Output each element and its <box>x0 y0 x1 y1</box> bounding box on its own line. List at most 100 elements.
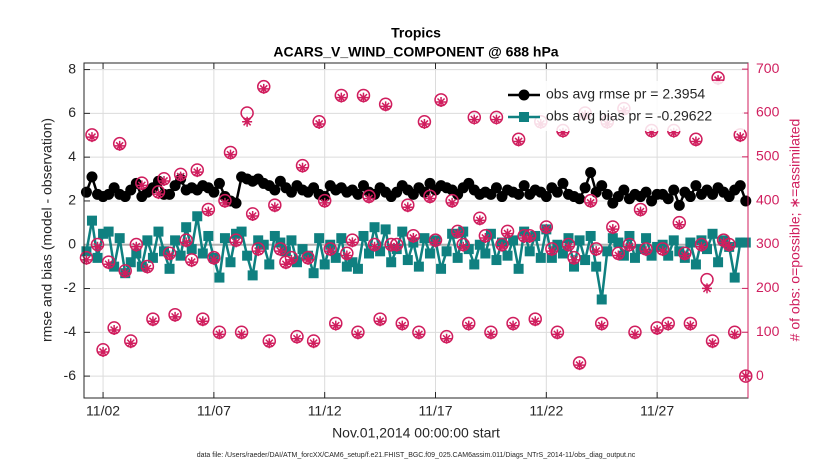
point <box>663 250 674 261</box>
point <box>640 186 652 198</box>
point <box>652 325 663 336</box>
point <box>386 257 397 268</box>
point <box>491 114 502 125</box>
point <box>668 127 679 138</box>
x-tick-label: 11/27 <box>640 403 674 419</box>
y-tick-label: -4 <box>64 323 77 339</box>
point <box>441 333 452 344</box>
point <box>341 261 352 272</box>
point <box>574 193 586 205</box>
point <box>690 136 701 147</box>
point <box>657 239 668 250</box>
point <box>297 162 308 173</box>
point <box>347 237 358 248</box>
point <box>258 239 269 250</box>
point <box>419 118 430 129</box>
point <box>308 338 319 349</box>
point <box>518 180 530 192</box>
point <box>480 248 491 259</box>
y-tick-label: -2 <box>64 279 77 295</box>
point <box>86 215 97 226</box>
y-tick-label: 4 <box>68 148 76 164</box>
point <box>231 237 242 248</box>
point <box>740 237 751 248</box>
point <box>508 320 519 331</box>
point <box>120 268 131 279</box>
point <box>358 92 369 103</box>
point <box>596 180 608 192</box>
x-tick-label: 11/07 <box>197 403 231 419</box>
point <box>552 239 563 250</box>
point <box>214 329 225 340</box>
point <box>380 224 391 235</box>
point <box>602 246 613 257</box>
point <box>613 237 624 248</box>
point <box>552 329 563 340</box>
point <box>541 224 552 235</box>
point <box>352 188 364 200</box>
point <box>358 230 369 241</box>
point <box>430 237 441 248</box>
chart-subtitle: ACARS_V_WIND_COMPONENT @ 688 hPa <box>273 44 558 60</box>
y2-tick-label: 700 <box>756 60 780 76</box>
point <box>386 241 397 252</box>
point <box>291 333 302 344</box>
point <box>336 92 347 103</box>
point <box>490 182 502 194</box>
point <box>524 246 535 257</box>
point <box>713 75 724 86</box>
point <box>253 246 264 257</box>
point <box>569 254 580 265</box>
point <box>280 259 291 270</box>
point <box>690 259 701 270</box>
point <box>424 193 435 204</box>
point <box>131 241 142 252</box>
point <box>286 235 297 246</box>
point <box>269 202 280 213</box>
point <box>164 250 175 261</box>
point <box>269 184 281 196</box>
point <box>380 101 391 112</box>
x-tick-label: 11/02 <box>86 403 120 419</box>
y2-tick-label: 200 <box>756 279 780 295</box>
point <box>208 254 219 265</box>
point <box>125 257 136 268</box>
y2-axis-label: # of obs: o=possible; ∗=assimilated <box>787 119 803 342</box>
point <box>175 171 186 182</box>
x-axis-label: Nov.01,2014 00:00:00 start <box>332 425 500 441</box>
point <box>170 311 181 322</box>
point <box>607 224 618 235</box>
point <box>739 369 753 383</box>
point <box>397 320 408 331</box>
point <box>701 244 712 255</box>
point <box>142 235 153 246</box>
point <box>402 255 413 266</box>
point <box>574 360 585 371</box>
y2-tick-label: 100 <box>756 323 780 339</box>
point <box>491 255 502 266</box>
point <box>557 177 569 189</box>
point <box>463 244 474 255</box>
point <box>164 263 175 274</box>
point <box>447 197 458 208</box>
point <box>192 167 203 178</box>
point <box>557 127 568 138</box>
point <box>397 226 408 237</box>
footnote: data file: /Users/raeder/DAI/ATM_forcXX/… <box>197 452 636 459</box>
legend: obs avg rmse pr = 2.3954 obs avg bias pr … <box>504 81 744 131</box>
point <box>513 188 525 200</box>
point <box>336 233 347 244</box>
point <box>530 316 541 327</box>
point <box>601 188 613 200</box>
point <box>701 283 712 294</box>
point <box>469 259 480 270</box>
point <box>408 232 419 243</box>
point <box>458 241 469 252</box>
point <box>325 246 336 257</box>
point <box>574 235 585 246</box>
point <box>269 230 280 241</box>
point <box>236 226 247 237</box>
point <box>364 248 375 259</box>
point <box>325 239 336 250</box>
point <box>513 263 524 274</box>
